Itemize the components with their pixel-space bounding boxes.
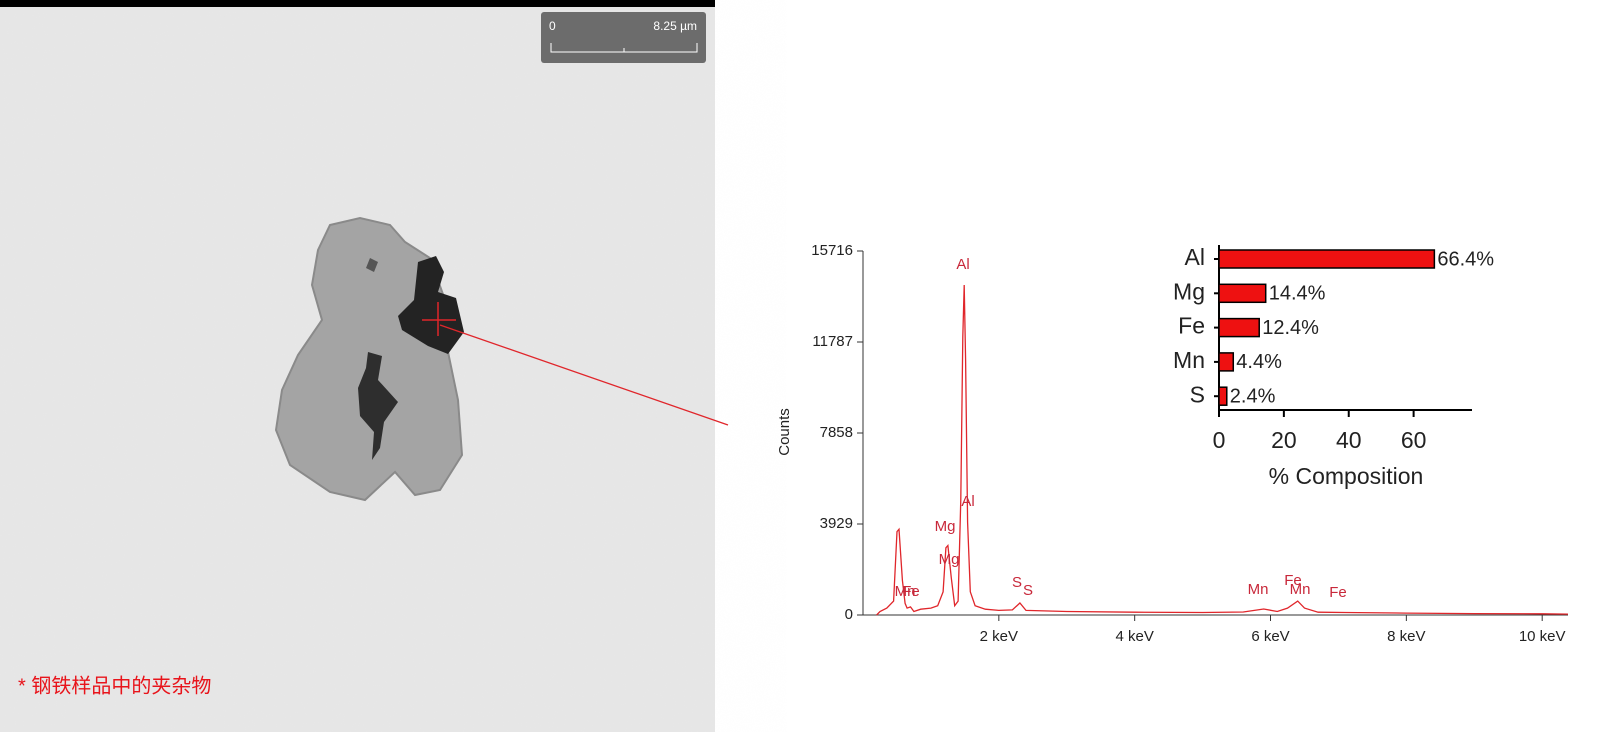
value-label: 2.4% (1230, 385, 1276, 407)
peak-label: S (1023, 582, 1033, 599)
y-axis-label: Counts (776, 408, 793, 456)
y-tick-label: Mg (1173, 278, 1205, 304)
value-label: 14.4% (1269, 283, 1326, 305)
peak-label: Mn (1290, 581, 1311, 598)
scale-start: 0 (549, 19, 556, 33)
peak-label: Mg (935, 518, 956, 535)
x-tick-label: 60 (1401, 427, 1427, 453)
bar (1218, 317, 1260, 338)
x-tick-label: 4 keV (1115, 628, 1153, 645)
x-tick-label: 20 (1271, 427, 1297, 453)
x-tick-label: 0 (1213, 427, 1226, 453)
peak-label: Fe (902, 583, 920, 600)
x-tick-label: 8 keV (1387, 628, 1425, 645)
sem-image: 0 8.25 µm (0, 0, 729, 732)
value-label: 12.4% (1262, 317, 1319, 339)
x-tick-label: 2 keV (980, 628, 1018, 645)
peak-label: Mg (939, 551, 960, 568)
x-axis-label: % Composition (1269, 463, 1424, 489)
peak-label: Mn (1248, 581, 1269, 598)
peak-label: Al (956, 256, 969, 273)
x-tick-label: 10 keV (1519, 628, 1566, 645)
bar (1218, 386, 1228, 406)
y-tick-label: 7858 (820, 424, 853, 441)
value-label: 66.4% (1437, 248, 1494, 270)
y-tick-label: S (1190, 381, 1205, 407)
x-tick-label: 40 (1336, 427, 1362, 453)
y-tick-label: Fe (1178, 313, 1205, 339)
y-tick-label: 15716 (811, 242, 853, 259)
caption: * 钢铁样品中的夹杂物 (18, 674, 211, 697)
peak-label: S (1012, 574, 1022, 591)
y-tick-label: 0 (845, 606, 853, 623)
y-tick-label: 11787 (812, 333, 853, 350)
y-tick-label: Mn (1173, 347, 1205, 373)
y-tick-label: Al (1185, 244, 1205, 270)
peak-label: Mn (895, 583, 916, 600)
x-tick-label: 6 keV (1251, 628, 1289, 645)
peak-label: Fe (1284, 572, 1302, 589)
peak-label: Al (961, 493, 974, 510)
scale-end: 8.25 µm (653, 19, 697, 33)
bar (1218, 283, 1267, 304)
bar (1218, 249, 1436, 269)
value-label: 4.4% (1236, 351, 1282, 373)
spectrum-line (876, 284, 1569, 616)
y-tick-label: 3929 (820, 515, 853, 532)
peak-label: Fe (1329, 584, 1347, 601)
bar (1218, 352, 1235, 372)
